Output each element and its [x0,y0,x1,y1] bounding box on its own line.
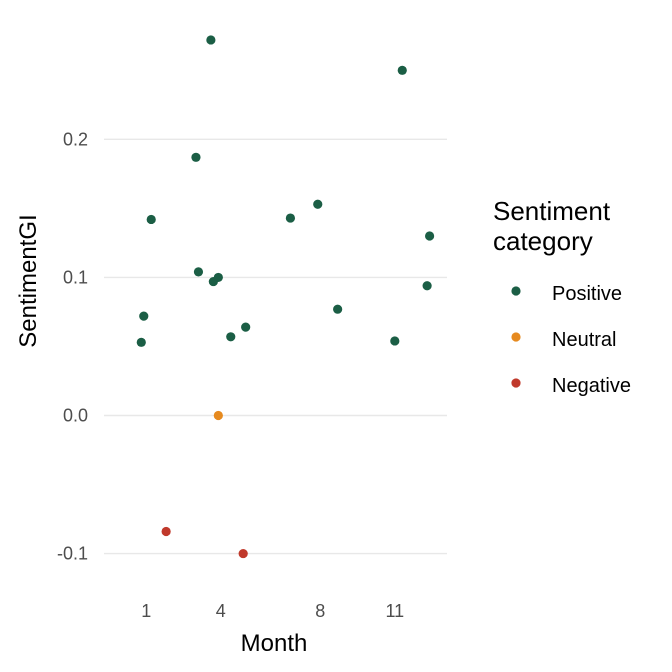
y-tick-label: 0.2 [63,129,88,149]
data-point-positive [206,35,216,45]
legend-title-line-2: category [493,226,593,256]
data-point-negative [238,548,248,559]
y-tick-label: 0.0 [63,406,88,426]
data-point-negative [161,526,171,537]
data-point-positive [425,231,435,241]
x-tick-label: 1 [141,601,151,621]
data-point-positive [241,322,251,332]
data-point-positive [193,267,204,277]
data-point-positive [397,65,407,75]
data-point-positive [136,337,146,347]
x-tick-label: 8 [315,601,325,621]
legend-key-negative [511,378,521,388]
data-point-positive [333,304,343,314]
gridlines [104,138,447,555]
data-point-positive [191,152,201,162]
x-tick-label: 11 [385,601,404,621]
legend: Sentiment category Positive Neutral Negati… [493,196,631,397]
y-tick-label: 0.1 [63,267,88,287]
legend-title-line-1: Sentiment [493,196,611,226]
data-point-neutral [213,410,223,421]
y-axis-ticks: -0.1 0.0 0.1 0.2 [57,129,88,563]
data-point-positive [226,332,236,342]
y-axis-title: SentimentGI [15,214,42,347]
data-point-positive [422,281,432,291]
data-point-positive [139,311,149,321]
x-axis-ticks: 1 4 8 11 [141,601,404,621]
legend-key-neutral [511,332,521,342]
legend-label-negative: Negative [552,375,631,397]
x-tick-label: 4 [216,601,226,621]
y-tick-label: -0.1 [57,544,88,564]
legend-key-positive [511,286,521,296]
legend-label-positive: Positive [552,283,622,305]
legend-items: Positive Neutral Negative [511,283,631,397]
data-point-positive [285,213,296,223]
x-axis-title: Month [241,630,308,657]
data-point-positive [213,272,223,283]
data-point-positive [146,214,156,225]
data-point-positive [313,199,323,209]
legend-label-neutral: Neutral [552,329,616,351]
data-points [136,35,435,559]
data-point-positive [390,336,400,346]
